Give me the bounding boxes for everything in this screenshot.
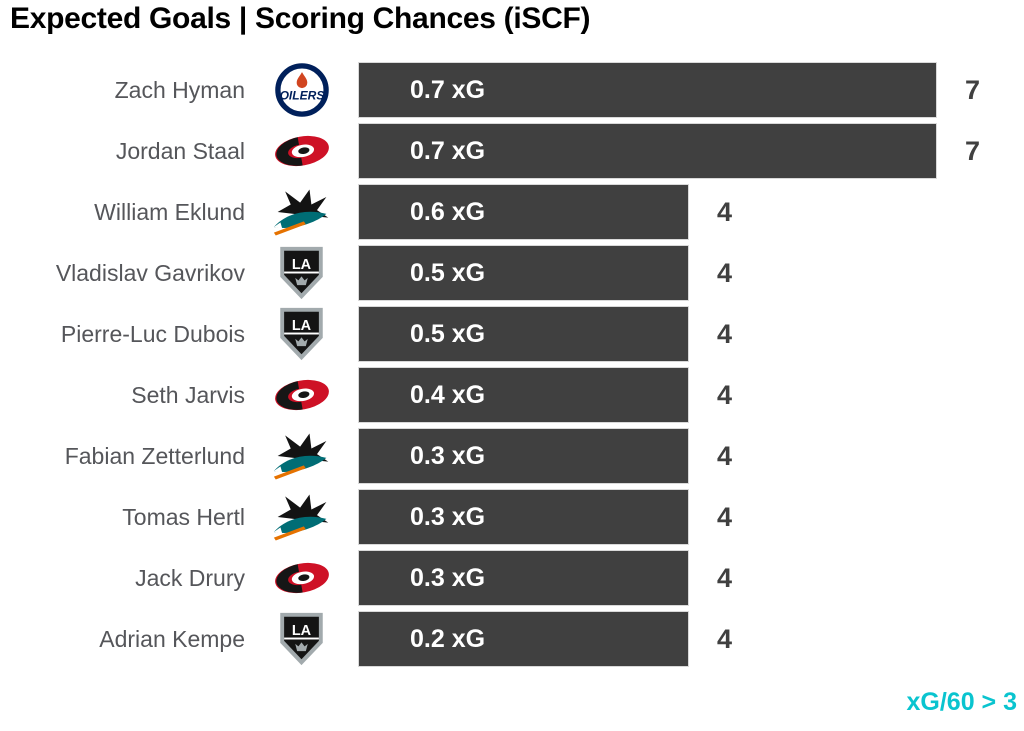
player-name: Vladislav Gavrikov [55, 259, 245, 286]
iscf-count: 7 [965, 74, 981, 105]
hurricanes-logo-icon [245, 128, 358, 174]
iscf-count: 4 [717, 257, 733, 288]
svg-text:LA: LA [292, 318, 312, 334]
xg-bar: 0.7 xG [358, 62, 937, 118]
player-row: Pierre-Luc Dubois LA 0.5 xG 4 [0, 306, 1024, 362]
bar-xg-label: 0.2 xG [410, 624, 486, 653]
bar-xg-label: 0.3 xG [410, 502, 486, 531]
iscf-count: 4 [717, 379, 733, 410]
player-name: Seth Jarvis [131, 381, 245, 408]
player-row: Vladislav Gavrikov LA 0.5 xG 4 [0, 245, 1024, 301]
bar-xg-label: 0.4 xG [410, 380, 486, 409]
iscf-count: 7 [965, 135, 981, 166]
bar-xg-label: 0.3 xG [410, 441, 486, 470]
svg-text:OILERS: OILERS [279, 89, 324, 103]
xg-bar: 0.3 xG [358, 550, 689, 606]
player-row: Tomas Hertl 0.3 xG 4 [0, 489, 1024, 545]
xg-bar: 0.3 xG [358, 489, 689, 545]
svg-text:LA: LA [292, 257, 312, 273]
xg-bar: 0.3 xG [358, 428, 689, 484]
xg-bar: 0.4 xG [358, 367, 689, 423]
player-name: Tomas Hertl [122, 503, 245, 530]
bar-xg-label: 0.6 xG [410, 197, 486, 226]
player-name: Jordan Staal [115, 137, 245, 164]
oilers-logo-icon: OILERS [245, 63, 358, 117]
player-name: Fabian Zetterlund [64, 442, 245, 469]
kings-logo-icon: LA [245, 306, 358, 362]
player-row: Zach Hyman OILERS 0.7 xG 7 [0, 62, 1024, 118]
xg-bar: 0.7 xG [358, 123, 937, 179]
player-row: William Eklund 0.6 xG 4 [0, 184, 1024, 240]
player-name: Jack Drury [135, 564, 245, 591]
player-row: Jack Drury 0.3 xG 4 [0, 550, 1024, 606]
sharks-logo-icon [245, 185, 358, 239]
player-row: Adrian Kempe LA 0.2 xG 4 [0, 611, 1024, 667]
xg-bar: 0.2 xG [358, 611, 689, 667]
filter-note: xG/60 > 3 [906, 688, 1018, 716]
iscf-count: 4 [717, 196, 733, 227]
xg-bar: 0.5 xG [358, 245, 689, 301]
iscf-count: 4 [717, 501, 733, 532]
hurricanes-logo-icon [245, 372, 358, 418]
bar-xg-label: 0.3 xG [410, 563, 486, 592]
player-name: Adrian Kempe [99, 625, 245, 652]
player-name: Zach Hyman [114, 76, 245, 103]
kings-logo-icon: LA [245, 611, 358, 667]
player-row: Fabian Zetterlund 0.3 xG 4 [0, 428, 1024, 484]
player-name: Pierre-Luc Dubois [60, 320, 245, 347]
iscf-count: 4 [717, 318, 733, 349]
sharks-logo-icon [245, 490, 358, 544]
player-name: William Eklund [94, 198, 245, 225]
xg-bar: 0.5 xG [358, 306, 689, 362]
bar-xg-label: 0.5 xG [410, 319, 486, 348]
xg-bar: 0.6 xG [358, 184, 689, 240]
bar-xg-label: 0.7 xG [410, 75, 486, 104]
hurricanes-logo-icon [245, 555, 358, 601]
iscf-count: 4 [717, 623, 733, 654]
player-row: Jordan Staal 0.7 xG 7 [0, 123, 1024, 179]
player-row: Seth Jarvis 0.4 xG 4 [0, 367, 1024, 423]
iscf-count: 4 [717, 562, 733, 593]
bar-xg-label: 0.5 xG [410, 258, 486, 287]
iscf-count: 4 [717, 440, 733, 471]
sharks-logo-icon [245, 429, 358, 483]
svg-text:LA: LA [292, 623, 312, 639]
chart-rows: Zach Hyman OILERS 0.7 xG 7 Jordan Staal 0.7 x… [0, 62, 1024, 667]
kings-logo-icon: LA [245, 245, 358, 301]
bar-xg-label: 0.7 xG [410, 136, 486, 165]
page-title: Expected Goals | Scoring Chances (iSCF) [10, 2, 591, 35]
